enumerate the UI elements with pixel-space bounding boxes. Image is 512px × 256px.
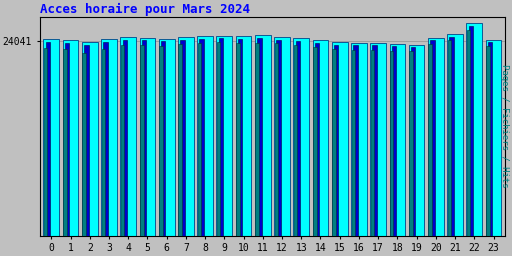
Bar	[101, 39, 117, 236]
Bar	[140, 45, 143, 236]
Bar	[315, 43, 319, 236]
Bar	[428, 38, 444, 236]
Bar	[295, 41, 300, 236]
Bar	[390, 44, 406, 236]
Bar	[44, 48, 48, 236]
Bar	[198, 42, 201, 236]
Bar	[466, 24, 482, 236]
Bar	[274, 43, 278, 236]
Bar	[236, 36, 251, 236]
Bar	[468, 26, 473, 236]
Bar	[373, 45, 377, 236]
Bar	[219, 38, 223, 236]
Bar	[486, 40, 501, 236]
Bar	[390, 51, 393, 236]
Bar	[447, 40, 451, 236]
Bar	[142, 40, 146, 236]
Bar	[238, 39, 242, 236]
Bar	[63, 49, 67, 236]
Bar	[467, 30, 471, 236]
Bar	[179, 44, 182, 236]
Bar	[370, 43, 386, 236]
Y-axis label: Pages / Fichiers / Hits: Pages / Fichiers / Hits	[500, 65, 509, 188]
Bar	[84, 45, 89, 236]
Bar	[294, 45, 297, 236]
Bar	[409, 45, 424, 236]
Bar	[200, 39, 204, 236]
Bar	[486, 46, 489, 236]
Bar	[293, 38, 309, 236]
Bar	[488, 42, 492, 236]
Bar	[409, 51, 413, 236]
Bar	[122, 40, 127, 236]
Bar	[159, 39, 175, 236]
Bar	[353, 45, 358, 236]
Bar	[255, 42, 259, 236]
Bar	[450, 37, 454, 236]
Bar	[44, 39, 59, 236]
Bar	[255, 35, 271, 236]
Bar	[65, 43, 69, 236]
Bar	[392, 46, 396, 236]
Bar	[197, 36, 213, 236]
Bar	[46, 42, 50, 236]
Bar	[332, 42, 348, 236]
Bar	[103, 42, 108, 236]
Bar	[120, 37, 136, 236]
Text: Acces horaire pour Mars 2024: Acces horaire pour Mars 2024	[40, 3, 250, 16]
Bar	[62, 40, 78, 236]
Bar	[313, 47, 316, 236]
Bar	[430, 40, 435, 236]
Bar	[161, 41, 165, 236]
Bar	[276, 40, 281, 236]
Bar	[121, 45, 124, 236]
Bar	[351, 43, 367, 236]
Bar	[313, 40, 328, 236]
Bar	[217, 42, 221, 236]
Bar	[82, 42, 98, 236]
Bar	[429, 44, 432, 236]
Bar	[274, 37, 290, 236]
Bar	[140, 38, 155, 236]
Bar	[447, 34, 463, 236]
Bar	[178, 37, 194, 236]
Bar	[217, 36, 232, 236]
Bar	[101, 49, 105, 236]
Bar	[332, 49, 336, 236]
Bar	[334, 45, 338, 236]
Bar	[371, 50, 374, 236]
Bar	[236, 43, 240, 236]
Bar	[159, 46, 163, 236]
Bar	[352, 50, 355, 236]
Bar	[411, 47, 415, 236]
Bar	[82, 53, 86, 236]
Bar	[180, 40, 185, 236]
Bar	[257, 38, 262, 236]
